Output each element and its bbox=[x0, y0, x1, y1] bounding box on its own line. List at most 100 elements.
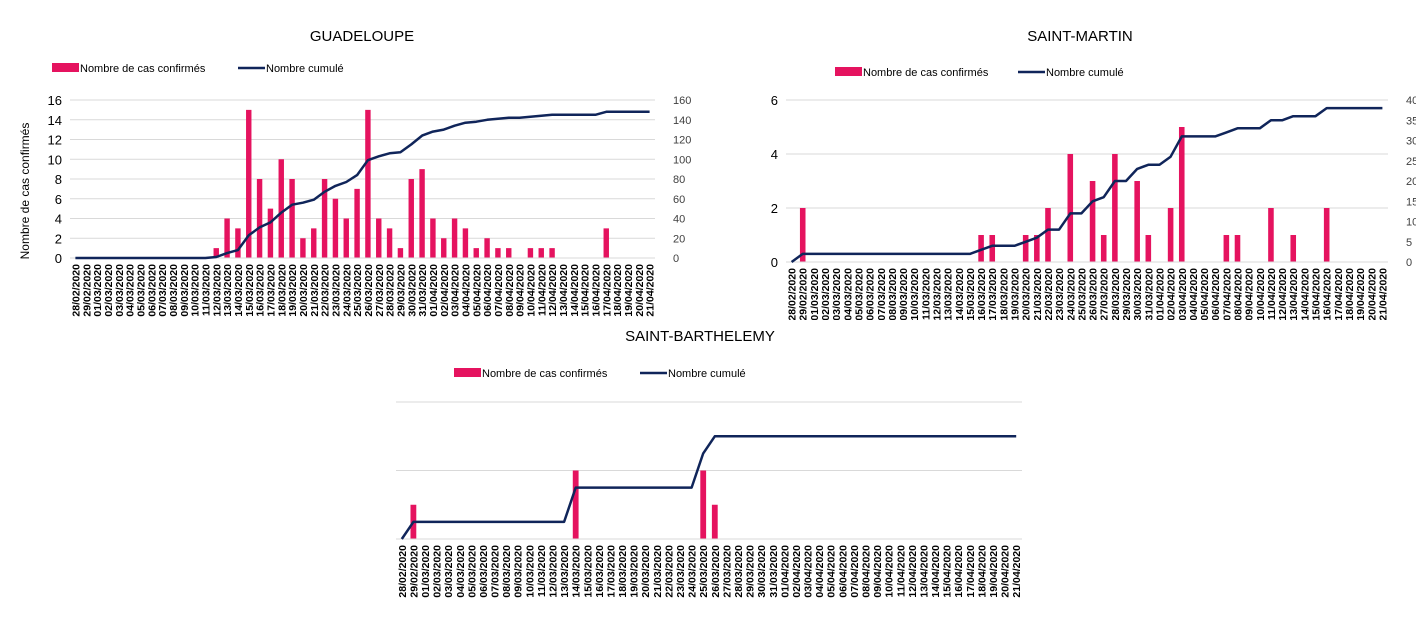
x-tick-label: 11/04/2020 bbox=[536, 264, 548, 316]
x-tick-label: 22/03/2020 bbox=[663, 545, 675, 598]
legend-line-label: Nombre cumulé bbox=[266, 63, 344, 75]
x-tick-label: 22/03/2020 bbox=[1043, 268, 1055, 320]
x-tick-label: 04/04/2020 bbox=[1188, 268, 1200, 320]
x-tick-label: 16/03/2020 bbox=[594, 545, 606, 598]
x-tick-label: 25/03/2020 bbox=[1076, 268, 1088, 320]
y2-tick-label: 140 bbox=[673, 115, 691, 127]
x-tick-label: 24/03/2020 bbox=[341, 264, 353, 317]
x-tick-label: 02/04/2020 bbox=[439, 264, 451, 317]
bar bbox=[419, 169, 425, 258]
x-tick-label: 01/03/2020 bbox=[809, 268, 821, 320]
bar bbox=[462, 228, 469, 258]
x-tick-label: 03/04/2020 bbox=[803, 545, 815, 598]
x-tick-label: 21/04/2020 bbox=[1377, 268, 1389, 320]
y2-tick-label: 5 bbox=[1406, 237, 1412, 249]
y-tick-label: 4 bbox=[55, 212, 62, 227]
x-tick-label: 03/03/2020 bbox=[114, 264, 126, 317]
bar bbox=[256, 179, 263, 258]
x-tick-label: 19/03/2020 bbox=[1010, 268, 1022, 320]
x-tick-label: 18/04/2020 bbox=[612, 264, 624, 317]
bar bbox=[224, 218, 230, 258]
x-tick-label: 02/04/2020 bbox=[791, 545, 803, 598]
x-tick-label: 08/03/2020 bbox=[168, 264, 180, 317]
x-tick-label: 01/03/2020 bbox=[92, 264, 104, 317]
x-tick-label: 29/02/2020 bbox=[408, 545, 420, 598]
bar bbox=[365, 109, 371, 258]
legend-line-label: Nombre cumulé bbox=[668, 368, 746, 380]
bar bbox=[1045, 208, 1051, 262]
x-tick-label: 17/04/2020 bbox=[1333, 268, 1345, 320]
x-tick-label: 18/03/2020 bbox=[998, 268, 1010, 320]
y2-tick-label: 35 bbox=[1406, 115, 1416, 127]
x-tick-label: 03/04/2020 bbox=[450, 264, 462, 317]
y2-tick-label: 40 bbox=[673, 214, 685, 226]
x-tick-label: 04/04/2020 bbox=[460, 264, 472, 317]
x-tick-label: 03/03/2020 bbox=[443, 545, 455, 598]
x-tick-label: 18/04/2020 bbox=[1344, 268, 1356, 320]
x-tick-label: 11/03/2020 bbox=[920, 268, 932, 320]
bar bbox=[1034, 235, 1040, 262]
x-tick-label: 04/03/2020 bbox=[125, 264, 137, 317]
y-tick-label: 2 bbox=[55, 231, 62, 246]
y-tick-label: 6 bbox=[771, 93, 778, 108]
y2-tick-label: 15 bbox=[1406, 196, 1416, 208]
x-tick-label: 07/04/2020 bbox=[849, 545, 861, 598]
x-tick-label: 05/03/2020 bbox=[135, 264, 147, 317]
x-tick-label: 14/03/2020 bbox=[954, 268, 966, 320]
x-tick-label: 24/03/2020 bbox=[1065, 268, 1077, 320]
y2-tick-label: 0 bbox=[1406, 257, 1412, 269]
chart-guadeloupe: GUADELOUPE Nombre de cas confirmés Nombre … bbox=[0, 0, 711, 320]
x-tick-label: 28/02/2020 bbox=[70, 264, 82, 317]
x-tick-label: 09/04/2020 bbox=[872, 545, 884, 598]
x-tick-label: 29/03/2020 bbox=[395, 264, 407, 317]
x-tick-label: 03/04/2020 bbox=[1177, 268, 1189, 320]
x-tick-label: 02/04/2020 bbox=[1166, 268, 1178, 320]
x-tick-label: 13/04/2020 bbox=[918, 545, 930, 598]
x-tick-label: 16/04/2020 bbox=[953, 545, 965, 598]
bar bbox=[376, 218, 382, 258]
cumulative-line bbox=[790, 106, 1383, 264]
bar bbox=[451, 218, 458, 258]
bar bbox=[235, 228, 241, 258]
x-tick-label: 28/02/2020 bbox=[397, 545, 409, 598]
y2-tick-label: 60 bbox=[673, 194, 685, 206]
x-tick-label: 01/04/2020 bbox=[428, 264, 440, 317]
x-tick-label: 09/03/2020 bbox=[513, 545, 525, 598]
y-tick-label: 0 bbox=[771, 255, 778, 270]
y-tick-label: 0 bbox=[55, 251, 62, 266]
bar bbox=[506, 248, 512, 258]
x-tick-label: 10/04/2020 bbox=[525, 264, 537, 317]
x-tick-label: 17/04/2020 bbox=[601, 264, 613, 317]
x-tick-label: 13/03/2020 bbox=[559, 545, 571, 598]
x-tick-label: 17/03/2020 bbox=[605, 545, 617, 598]
x-tick-label: 02/03/2020 bbox=[432, 545, 444, 598]
x-tick-label: 13/04/2020 bbox=[558, 264, 570, 317]
x-tick-label: 18/03/2020 bbox=[617, 545, 629, 598]
x-tick-label: 19/04/2020 bbox=[623, 264, 635, 317]
x-tick-label: 05/04/2020 bbox=[826, 545, 838, 598]
x-tick-label: 02/03/2020 bbox=[820, 268, 832, 320]
bar bbox=[441, 238, 447, 258]
cumulative-line bbox=[400, 435, 1017, 540]
legend-line-label: Nombre cumulé bbox=[1046, 67, 1124, 79]
x-tick-label: 15/03/2020 bbox=[244, 264, 256, 317]
x-tick-label: 09/04/2020 bbox=[1244, 268, 1256, 320]
x-tick-label: 14/03/2020 bbox=[233, 264, 245, 317]
bar bbox=[1067, 154, 1074, 262]
y2-tick-label: 0 bbox=[673, 253, 679, 265]
chart-title: SAINT-BARTHELEMY bbox=[625, 328, 775, 345]
x-tick-label: 28/02/2020 bbox=[787, 268, 799, 320]
x-tick-label: 06/03/2020 bbox=[478, 545, 490, 598]
legend-bar-swatch bbox=[52, 63, 79, 72]
x-tick-label: 20/03/2020 bbox=[1021, 268, 1033, 320]
x-tick-label: 27/03/2020 bbox=[1099, 268, 1111, 320]
x-tick-label: 13/03/2020 bbox=[943, 268, 955, 320]
bar bbox=[1223, 235, 1230, 262]
bar bbox=[1234, 235, 1241, 262]
x-tick-label: 29/03/2020 bbox=[1121, 268, 1133, 320]
x-tick-label: 15/04/2020 bbox=[1311, 268, 1323, 320]
x-tick-label: 12/03/2020 bbox=[548, 545, 560, 598]
x-tick-label: 06/04/2020 bbox=[482, 264, 494, 317]
x-tick-label: 10/03/2020 bbox=[909, 268, 921, 320]
bar bbox=[473, 248, 479, 258]
